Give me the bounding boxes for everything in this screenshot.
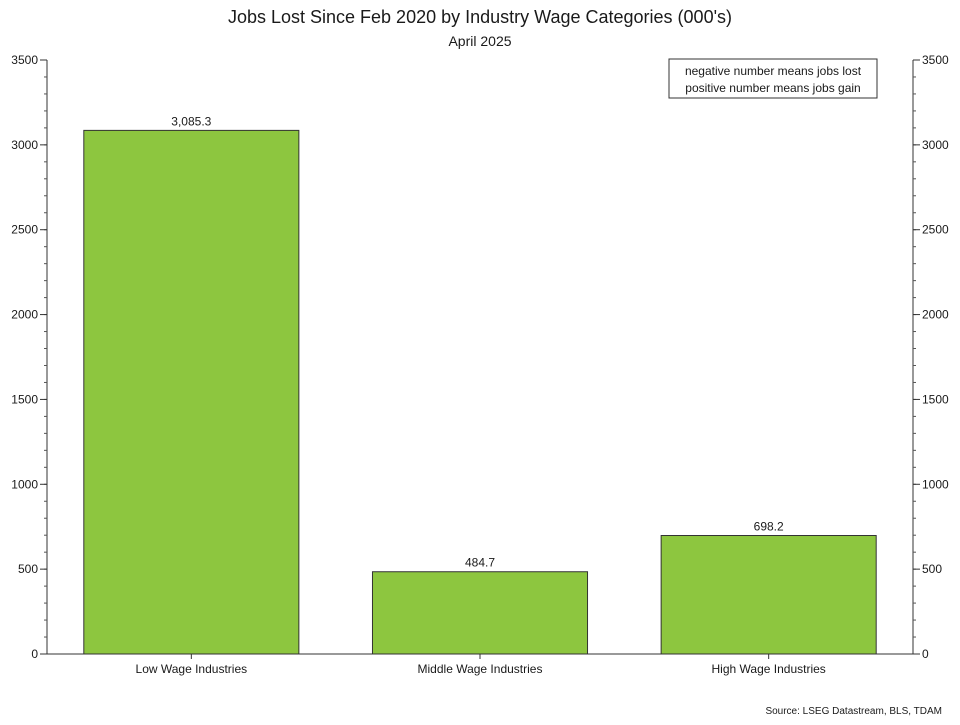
right-tick-label: 2000 — [922, 308, 949, 322]
chart-title: Jobs Lost Since Feb 2020 by Industry Wag… — [228, 7, 732, 27]
bar-value-label: 698.2 — [754, 520, 784, 534]
left-tick-label: 3000 — [11, 138, 38, 152]
left-tick-label: 500 — [18, 562, 38, 576]
source-note: Source: LSEG Datastream, BLS, TDAM — [765, 706, 942, 717]
bar-value-label: 484.7 — [465, 556, 495, 570]
right-tick-label: 0 — [922, 647, 929, 661]
right-tick-label: 1500 — [922, 392, 949, 406]
bar — [371, 571, 589, 655]
left-tick-label: 2000 — [11, 308, 38, 322]
x-tick-label: High Wage Industries — [712, 662, 826, 676]
right-tick-label: 3000 — [922, 138, 949, 152]
right-tick-label: 2500 — [922, 223, 949, 237]
left-tick-label: 2500 — [11, 223, 38, 237]
left-tick-label: 3500 — [11, 53, 38, 67]
chart-subtitle: April 2025 — [448, 33, 511, 49]
right-tick-label: 500 — [922, 562, 942, 576]
annotation-line-1: negative number means jobs lost — [685, 64, 862, 78]
left-y-axis: 0 500 1000 1500 2000 2500 3000 3500 — [11, 53, 48, 661]
bar-value-label: 3,085.3 — [171, 114, 211, 128]
annotation-box: negative number means jobs lost positive… — [668, 58, 878, 99]
right-y-axis: 0 500 1000 1500 2000 2500 3000 3500 — [912, 53, 949, 661]
annotation-line-2: positive number means jobs gain — [685, 81, 860, 95]
bar — [83, 129, 300, 655]
right-tick-label: 1000 — [922, 477, 949, 491]
x-axis: Low Wage Industries Middle Wage Industrie… — [47, 653, 913, 676]
left-tick-label: 1000 — [11, 477, 38, 491]
right-tick-label: 3500 — [922, 53, 949, 67]
x-tick-label: Middle Wage Industries — [418, 662, 543, 676]
x-tick-label: Low Wage Industries — [136, 662, 248, 676]
left-tick-label: 1500 — [11, 392, 38, 406]
bar — [660, 535, 877, 655]
bars-group: 3,085.3 484.7 698.2 — [83, 114, 877, 655]
left-tick-label: 0 — [31, 647, 38, 661]
